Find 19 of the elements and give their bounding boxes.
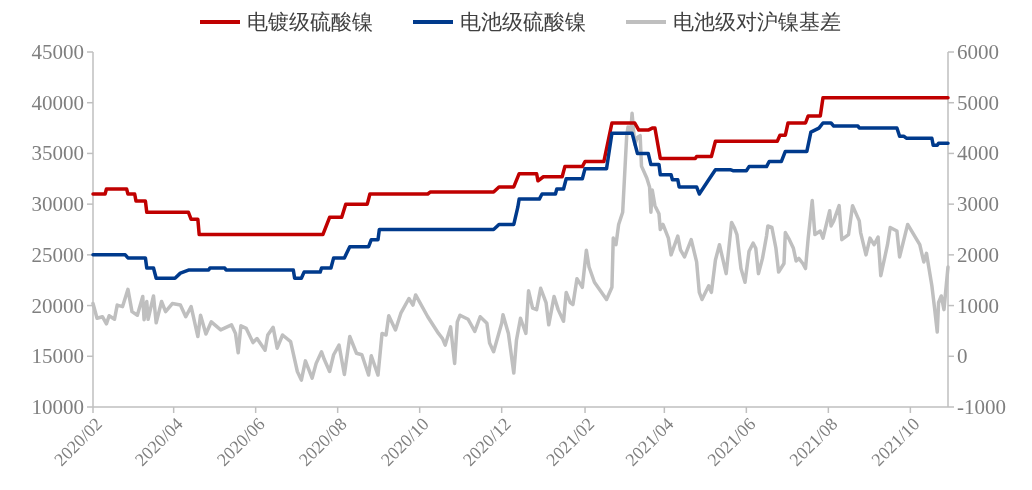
y2-tick-label: 5000 — [957, 90, 999, 115]
y-tick-label: 30000 — [31, 192, 84, 217]
legend-label: 电池级硫酸镍 — [460, 10, 586, 34]
y-tick-label: 35000 — [31, 141, 84, 166]
legend-label: 电镀级硫酸镍 — [247, 10, 373, 34]
y-tick-label: 15000 — [31, 344, 84, 369]
y2-tick-label: 6000 — [957, 40, 999, 64]
y2-tick-label: 3000 — [957, 192, 999, 217]
y-tick-label: 40000 — [31, 90, 84, 115]
y2-tick-label: 1000 — [957, 293, 999, 318]
y2-tick-label: 2000 — [957, 242, 999, 267]
legend-label: 电池级对沪镍基差 — [673, 10, 841, 34]
y-tick-label: 10000 — [31, 395, 84, 419]
y-tick-label: 25000 — [31, 242, 84, 267]
y-tick-label: 45000 — [31, 40, 84, 64]
y2-tick-label: -1000 — [957, 395, 1006, 419]
y-tick-label: 20000 — [31, 293, 84, 318]
y2-tick-label: 0 — [957, 344, 968, 369]
y2-tick-label: 4000 — [957, 141, 999, 166]
